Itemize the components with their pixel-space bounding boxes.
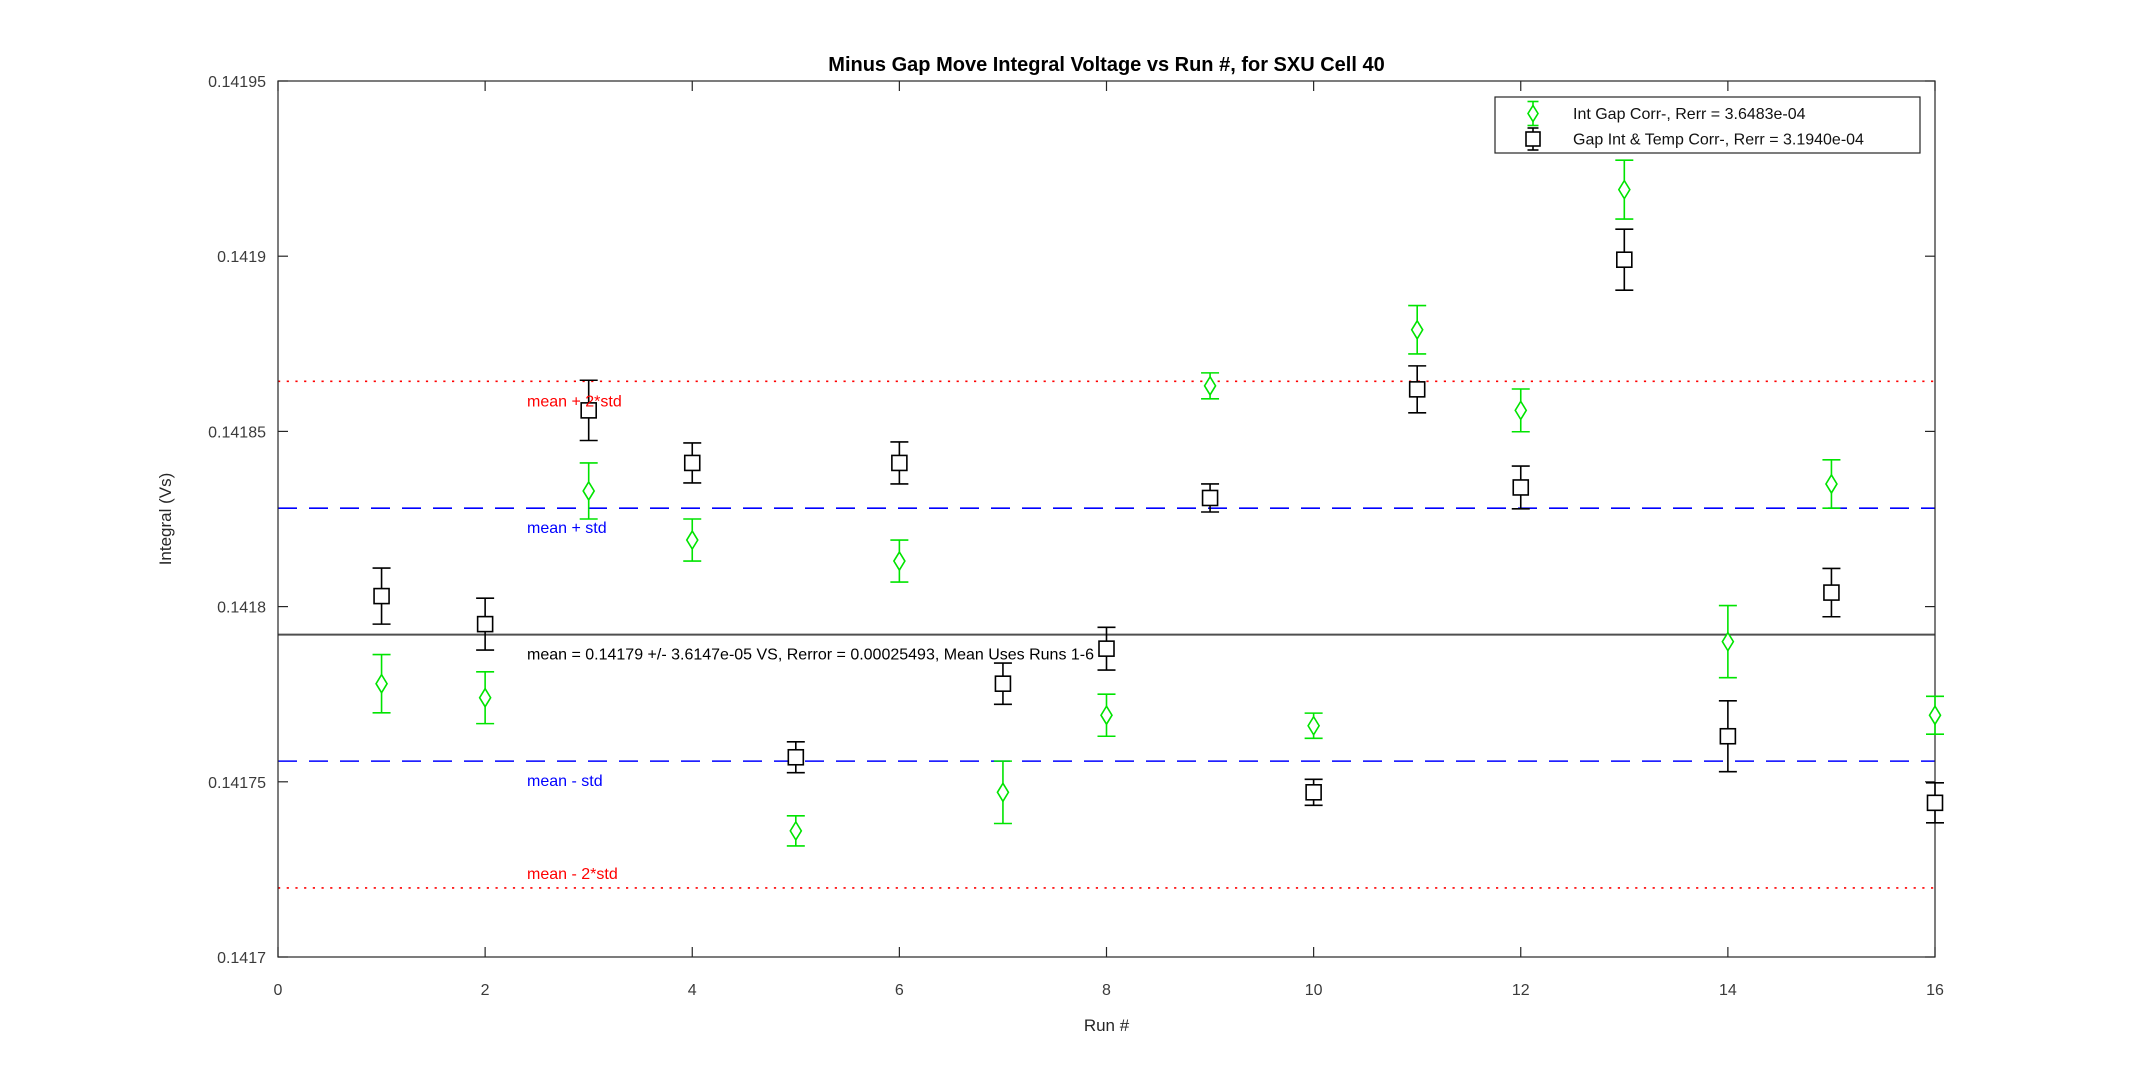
series-black-square [372,228,1944,824]
y-tick-label: 0.1419 [217,249,266,266]
axes: 0 2 4 6 8 10 12 14 16 0.1417 0.14175 0.1418 0.14185 0… [208,74,1944,999]
x-tick-label: 16 [1926,982,1944,999]
diamond-marker [1100,704,1113,726]
diamond-marker [1307,715,1321,737]
diamond-marker [1824,473,1838,495]
chart-title: Minus Gap Move Integral Voltage vs Run #… [828,54,1385,76]
y-tick-label: 0.1417 [217,950,266,967]
legend-box [1494,96,1921,154]
legend-label: Gap Int & Temp Corr-, Rerr = 3.1940e-04 [1573,132,1864,149]
y-tick-label: 0.14185 [208,424,266,441]
square-marker [1201,489,1219,507]
diamond-marker [685,529,699,551]
x-tick-label: 0 [274,982,283,999]
square-marker [1823,584,1840,601]
square-marker [373,587,390,605]
annotation-mean-plus-std: mean + std [527,520,607,537]
diamond-marker [478,687,492,709]
line-annotations: mean + 2*std mean + std mean = 0.14179 +/-… [527,393,1094,883]
legend: Int Gap Corr-, Rerr = 3.6483e-04 Gap Int … [1494,96,1921,154]
diamond-marker [582,480,596,502]
square-marker [1926,794,1944,812]
diamond-marker [1928,704,1942,726]
diamond-marker [1203,375,1217,397]
legend-diamond-icon [1527,103,1539,124]
diamond-marker [1514,399,1528,421]
diamond-marker [1721,631,1735,653]
diamond-marker [1617,179,1631,201]
x-tick-label: 4 [688,982,697,999]
annotation-mean-minus-std: mean - std [527,773,603,790]
x-tick-label: 10 [1305,982,1323,999]
x-tick-label: 14 [1719,982,1737,999]
x-tick-label: 12 [1512,982,1530,999]
diamond-marker [375,673,389,695]
square-marker [1408,381,1426,398]
diamond-marker [996,781,1010,803]
y-tick-label: 0.14195 [208,74,266,91]
annotation-mean: mean = 0.14179 +/- 3.6147e-05 VS, Rerror… [527,647,1094,664]
square-marker [1305,784,1322,801]
annotation-mean-plus-2std: mean + 2*std [527,393,622,410]
square-marker [891,454,908,472]
diamond-marker [892,550,906,572]
legend-label: Int Gap Corr-, Rerr = 3.6483e-04 [1573,106,1806,123]
plot-border [277,80,1936,958]
diamond-marker [1410,319,1424,341]
square-marker [580,402,597,419]
square-marker [476,615,494,633]
diamond-marker [789,820,803,842]
square-marker [1616,251,1633,269]
series-green-diamond [372,159,1944,847]
legend-square-icon [1525,131,1541,147]
square-marker [787,748,805,766]
y-tick-label: 0.14175 [208,775,266,792]
y-tick-label: 0.1418 [217,600,266,617]
x-tick-label: 2 [481,982,490,999]
square-marker [1512,479,1530,496]
x-tick-label: 8 [1102,982,1111,999]
x-tick-label: 6 [895,982,904,999]
x-axis-label: Run # [1083,1016,1130,1035]
annotation-mean-minus-2std: mean - 2*std [527,866,618,883]
square-marker [994,675,1012,692]
square-marker [1098,640,1115,657]
square-marker [1719,727,1737,745]
square-marker [683,454,701,472]
